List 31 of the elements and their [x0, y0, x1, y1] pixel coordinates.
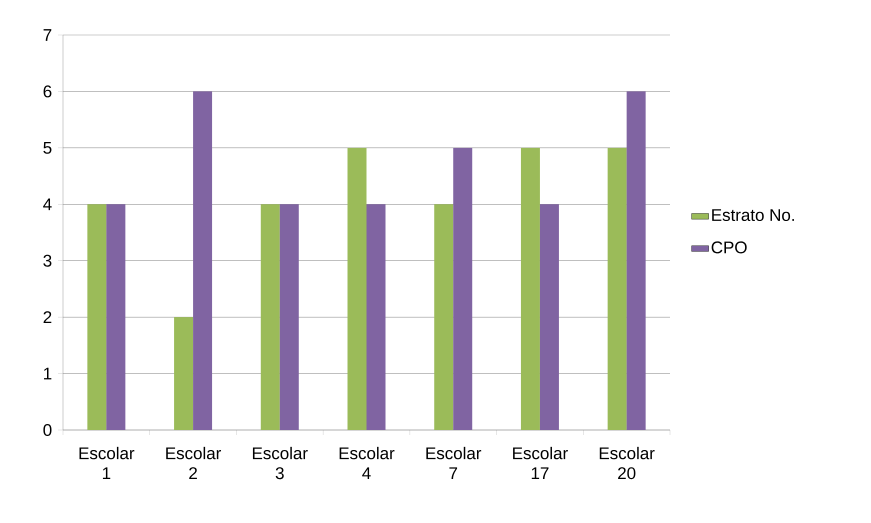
x-tick-label: Escolar 4 — [340, 446, 394, 480]
bar — [626, 91, 646, 430]
bar — [193, 91, 212, 430]
x-tick-label: Escolar 17 — [513, 446, 568, 480]
x-tick-label: Escolar 3 — [252, 446, 308, 480]
bar — [366, 204, 386, 430]
bar — [540, 204, 559, 430]
x-tick-label: Escolar 7 — [426, 446, 482, 480]
y-tick-label: 4 — [43, 198, 52, 210]
legend-label: CPO — [712, 241, 747, 254]
x-tick-label: Escolar 20 — [600, 446, 655, 480]
bar — [87, 204, 106, 430]
legend-label: Estrato No. — [712, 209, 794, 222]
y-tick-label: 1 — [44, 368, 52, 380]
bar — [348, 148, 367, 430]
y-tick-label: 6 — [44, 85, 52, 98]
bar — [434, 204, 454, 430]
y-tick-label: 2 — [44, 311, 52, 324]
x-tick-label: Escolar 1 — [80, 446, 134, 480]
y-tick-label: 5 — [43, 142, 52, 154]
bar — [280, 204, 299, 430]
bar — [520, 148, 540, 430]
bar — [106, 204, 126, 430]
bar — [174, 317, 194, 430]
bar — [260, 204, 280, 430]
bar — [608, 148, 627, 430]
y-tick-label: 7 — [44, 29, 52, 41]
y-tick-label: 0 — [43, 424, 52, 436]
bar — [453, 148, 472, 430]
y-tick-label: 3 — [43, 254, 52, 267]
x-tick-label: Escolar 2 — [166, 446, 222, 480]
